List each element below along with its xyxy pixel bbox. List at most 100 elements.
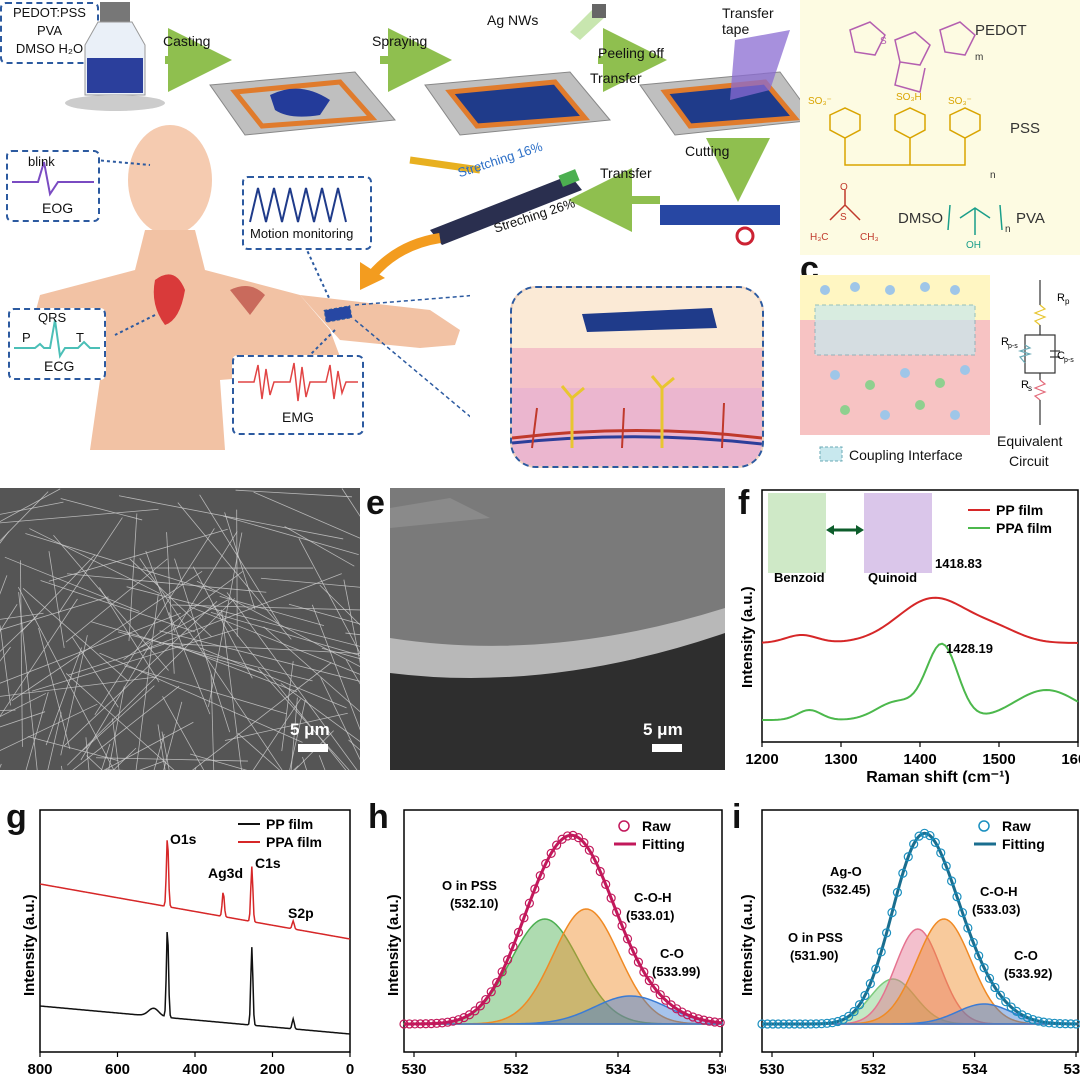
dmso-h3c: H₃C [810,232,829,243]
label-ago-i: Ag-O [830,864,862,879]
nanowire [254,492,360,550]
nanowire [0,686,179,770]
xps-series-ppa [40,840,350,939]
value-o-in-pss-i: (531.90) [790,948,838,963]
x-tick-label: 1600 [1061,751,1080,768]
panel-c: R p R p-s C p-s R s Coupling Interface E… [795,275,1080,475]
nanowire [143,574,342,651]
legend-raw-i: Raw [1002,818,1031,834]
xps-o1s-pp-chart: 530532534536 Raw Fitting O in PSS (532.1… [366,806,726,1080]
nanowire [53,535,168,670]
spray-lamp-icon [560,2,610,42]
label-coh-i: C-O-H [980,884,1018,899]
circuit-label: Circuit [1009,453,1049,469]
xps-o1s-ppa-chart: 530532534536 Raw Fitting Ag-O (532.45) C… [722,806,1080,1080]
pva-n: n [1005,224,1011,235]
pva-label: PVA [1016,210,1045,227]
step-casting: Casting [163,33,210,49]
x-tick-label: 534 [605,1061,631,1078]
circuit-cps-sub: p-s [1064,357,1074,364]
ecg-qrs-label: QRS [38,310,66,325]
x-tick-label: 530 [759,1061,784,1078]
legend-pp-g: PP film [266,816,313,832]
legend-fit-i: Fitting [1002,836,1045,852]
nanowire [0,502,63,554]
nanowire [64,601,217,746]
legend-raw-marker-i [979,821,989,831]
nanowire [49,529,228,581]
dmso-label: DMSO [898,210,943,227]
value-o-in-pss-h: (532.10) [450,896,498,911]
legend-ppa-g: PPA film [266,834,322,850]
x-tick-label: 1300 [824,751,857,768]
legend-fit-h: Fitting [642,836,685,852]
dmso-s-atom: S [840,212,847,223]
eog-inset: blink EOG [6,150,100,222]
agnws-label: Ag NWs [487,12,538,28]
legend-raw-h: Raw [642,818,671,834]
peak-ag3d: Ag3d [208,865,243,881]
xps-i-ylabel: Intensity (a.u.) [739,894,756,996]
xps-series-pp [40,932,350,1034]
nanowire [28,736,119,760]
eog-label: EOG [42,200,73,216]
label-coh-h: C-O-H [634,890,672,905]
motion-signal [244,178,370,228]
nanowire [342,489,360,609]
raman-ylabel: Intensity (a.u.) [739,586,756,688]
nanowire [58,518,122,614]
step-transfer-2: Transfer [600,165,652,181]
nanowire [344,580,360,756]
pva-oh: OH [966,240,981,251]
xps-h-ylabel: Intensity (a.u.) [385,894,402,996]
nanowire [0,764,1,770]
x-tick-label: 0 [346,1061,354,1078]
equivalent-label: Equivalent [997,433,1062,449]
emg-inset: EMG [232,355,364,435]
nanowire [0,509,158,525]
nanowire [0,625,10,705]
circuit-rps-sub: p-s [1008,343,1018,350]
pss-so3-2: SO₃⁻ [948,96,972,107]
raman-series-ppa [762,644,1078,720]
pss-so3h: SO₃H [896,92,922,103]
nanowire [49,551,64,648]
nanowire [345,633,360,650]
quinoid-box [864,493,932,573]
step-transfer-1: Transfer [590,70,642,86]
label-o-in-pss-i: O in PSS [788,930,843,945]
peak-c1s: C1s [255,855,281,871]
transfer-tape-label: Transfer tape [722,5,800,37]
nanowire [200,648,346,708]
label-co-h: C-O [660,946,684,961]
panel-e-sem-image: 5 μm [390,488,725,770]
peak-label-1428: 1428.19 [946,641,993,656]
pss-so3-1: SO₃⁻ [808,96,832,107]
nanowire [96,758,248,761]
scale-bar-e [652,744,682,752]
legend-raw-marker-h [619,821,629,831]
x-tick-label: 530 [401,1061,426,1078]
x-tick-label: 534 [962,1061,988,1078]
label-o-in-pss-h: O in PSS [442,878,497,893]
nanowire [303,757,357,770]
nanowire [5,557,140,611]
nanowire [112,718,135,770]
nanowire [0,597,109,661]
nanowire [129,514,137,641]
peak-label-1418: 1418.83 [935,556,982,571]
panel-b: PEDOT S m SO₃⁻ SO₃H SO₃⁻ PSS n O S H₃C C… [800,0,1080,255]
nanowire [264,627,360,763]
panel-label-e: e [366,486,385,520]
nanowire [61,635,88,755]
nanowire [346,660,360,770]
chemical-structures: PEDOT S m SO₃⁻ SO₃H SO₃⁻ PSS n O S H₃C C… [800,0,1080,255]
scale-bar-d [298,744,328,752]
skin-cross-section [510,286,764,468]
step-peeling: Peeling off [598,45,664,61]
value-co-h: (533.99) [652,964,700,979]
x-tick-label: 400 [182,1061,207,1078]
x-tick-label: 536 [1063,1061,1080,1078]
